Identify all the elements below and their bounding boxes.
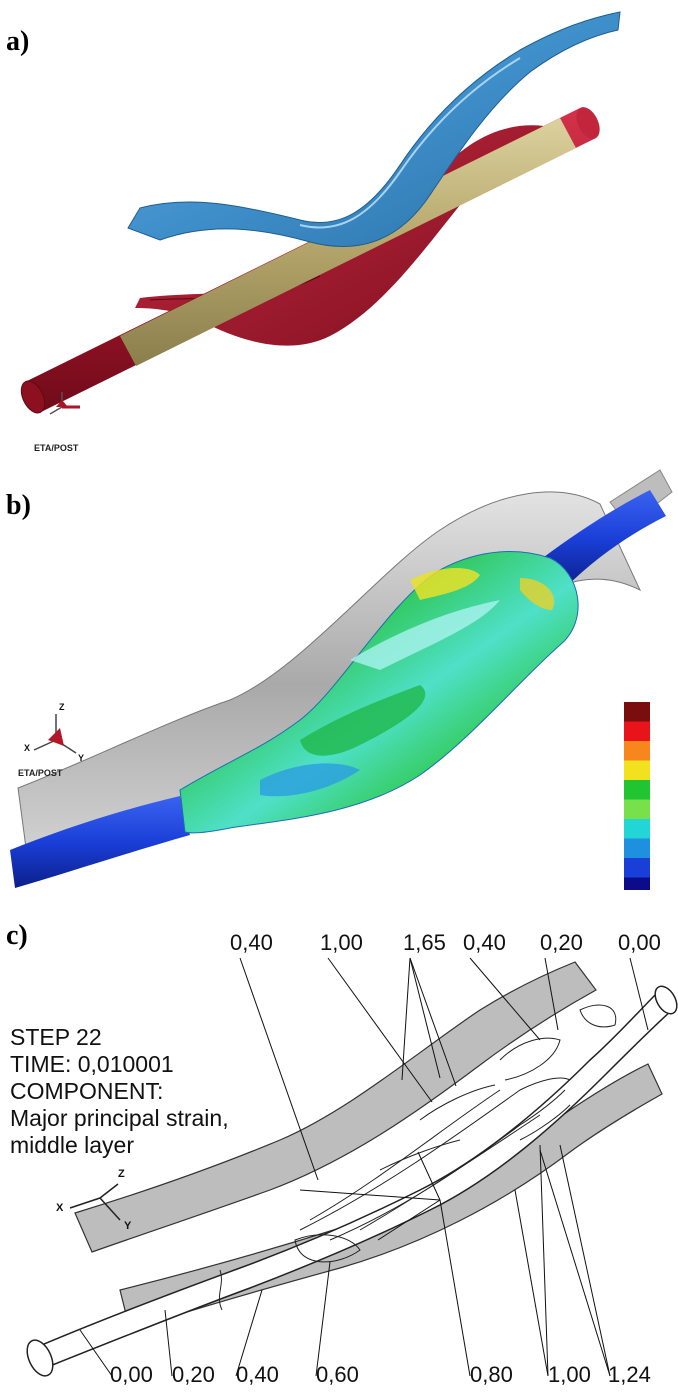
axis-label-x-b: X: [24, 743, 31, 753]
blue-tube-left: [10, 796, 190, 888]
panel-a: a): [0, 0, 678, 460]
legend-swatch: [624, 877, 650, 890]
contour-value: 1,00: [320, 930, 363, 955]
axis-label-x-c: X: [56, 1202, 64, 1214]
legend-swatch: [624, 780, 650, 800]
contour-value: 0,40: [463, 930, 506, 955]
upper-sheet: [74, 961, 597, 1253]
legend-swatch: [624, 819, 650, 839]
panel-c: c) STEP 22 TIME: 0,010001 COMPONENT: Maj…: [0, 890, 678, 1394]
panel-a-illustration: [20, 11, 621, 415]
panel-c-line-drawing: [26, 957, 678, 1377]
triad-a: [49, 392, 80, 415]
axis-label-z-b: Z: [59, 702, 65, 712]
contour-value: 0,00: [110, 1362, 153, 1387]
legend-swatch: [624, 799, 650, 819]
strain-color-legend: [624, 702, 650, 890]
contour-value: 0,40: [230, 930, 273, 955]
strain-body: [179, 551, 579, 834]
contour-value: 1,65: [403, 930, 446, 955]
tube: [20, 107, 600, 414]
panel-a-label: a): [6, 26, 30, 57]
contour-value: 0,40: [236, 1362, 279, 1387]
contour-value: 0,80: [470, 1362, 513, 1387]
contour-value: 0,60: [316, 1362, 359, 1387]
upper-blank-sheet: [127, 11, 621, 248]
eta-post-logo-b: ETA/POST: [18, 768, 63, 778]
panel-b-illustration: [10, 469, 673, 890]
component-desc-2: middle layer: [10, 1132, 134, 1158]
component-text: COMPONENT:: [10, 1078, 164, 1104]
legend-swatch: [624, 858, 650, 878]
legend-swatch: [624, 741, 650, 761]
simulation-info: STEP 22 TIME: 0,010001 COMPONENT: Major …: [10, 1024, 229, 1159]
legend-swatch: [624, 721, 650, 741]
contour-value: 1,24: [608, 1362, 651, 1387]
step-text: STEP 22: [10, 1024, 102, 1050]
triad-b: [33, 714, 77, 754]
blue-tube-right: [540, 490, 666, 588]
contour-value: 0,00: [618, 930, 661, 955]
panel-b: b): [0, 460, 678, 890]
legend-swatch: [624, 760, 650, 780]
contour-value: 0,20: [540, 930, 583, 955]
legend-swatch: [624, 838, 650, 858]
triad-c: [69, 1183, 121, 1221]
axis-label-y-c: Y: [124, 1220, 132, 1232]
contour-value: 0,20: [172, 1362, 215, 1387]
axis-label-y-b: Y: [78, 753, 85, 763]
time-text: TIME: 0,010001: [10, 1051, 174, 1077]
eta-post-logo-a: ETA/POST: [34, 443, 79, 453]
panel-c-label: c): [6, 920, 28, 951]
legend-swatch: [624, 702, 650, 722]
contour-value: 1,00: [548, 1362, 591, 1387]
component-desc-1: Major principal strain,: [10, 1105, 229, 1131]
panel-b-label: b): [6, 490, 31, 521]
axis-label-z-c: Z: [118, 1168, 125, 1180]
